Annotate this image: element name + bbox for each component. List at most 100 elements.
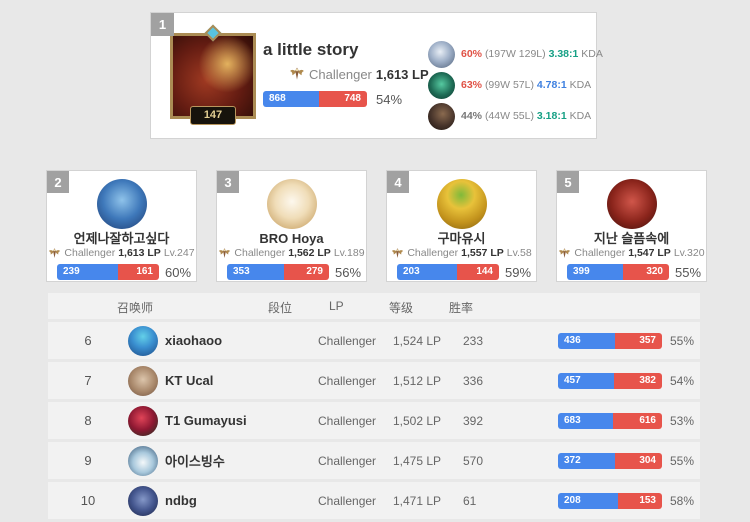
winrate-percent: 53% <box>670 413 695 428</box>
rank-badge: 4 <box>387 171 409 193</box>
table-row[interactable]: 6 xiaohaoo Challenger 1,524 LP 233 436 3… <box>48 322 700 359</box>
losses-bar-segment: 279 <box>284 264 329 280</box>
level-label: Lv.247 <box>163 247 195 259</box>
rank-number: 8 <box>84 413 92 428</box>
col-header-winrate: 胜率 <box>449 301 474 315</box>
lp-value: 1,562 LP <box>288 247 331 259</box>
kda-label: KDA <box>581 48 603 60</box>
player-card[interactable]: 5 지난 슬픔속에 Challenger 1,547 LP Lv.320 399… <box>556 170 707 282</box>
wins-bar-segment: 372 <box>558 452 616 469</box>
avatar-cell <box>128 445 165 476</box>
summoner-name[interactable]: T1 Gumayusi <box>165 413 247 428</box>
losses-count: 161 <box>136 266 153 277</box>
summoner-avatar[interactable] <box>128 485 158 516</box>
rank-badge: 5 <box>557 171 579 193</box>
summoner-avatar[interactable] <box>436 179 487 229</box>
summoner-avatar[interactable] <box>128 445 158 476</box>
wins-count: 208 <box>564 494 581 506</box>
losses-count: 304 <box>639 454 656 466</box>
rank-badge: 3 <box>217 171 239 193</box>
winloss-bar: 683 616 <box>558 412 662 429</box>
table-row[interactable]: 7 KT Ucal Challenger 1,512 LP 336 457 38… <box>48 362 700 399</box>
summoner-name[interactable]: 언제나잘하고싶다 <box>73 231 170 246</box>
player-card[interactable]: 2 언제나잘하고싶다 Challenger 1,613 LP Lv.247 23… <box>46 170 197 282</box>
losses-count: 616 <box>639 414 656 426</box>
wins-count: 203 <box>403 266 420 277</box>
champion-stat-text: 44% (44W 55L) 3.18:1 KDA <box>461 110 591 122</box>
champion-stat-row: 63% (99W 57L) 4.78:1 KDA <box>428 70 592 100</box>
player-card[interactable]: 4 구마유시 Challenger 1,557 LP Lv.58 203 144… <box>386 170 537 282</box>
table-row[interactable]: 9 아이스빙수 Challenger 1,475 LP 570 372 304 … <box>48 442 700 479</box>
summoner-name[interactable]: a little story <box>263 40 359 59</box>
winloss-bar: 372 304 <box>558 452 662 469</box>
tier-label: Challenger <box>574 247 626 259</box>
challenger-tier-icon <box>289 66 305 82</box>
level-label: Lv.189 <box>333 247 365 259</box>
tier-label: Challenger <box>64 247 116 259</box>
winloss-bar: 436 357 <box>558 332 662 349</box>
lp-cell: 1,524 LP <box>393 333 442 348</box>
lp-value: 1,557 LP <box>461 247 504 259</box>
champion-winrate: 44% <box>461 110 483 122</box>
summoner-avatar[interactable] <box>96 179 147 229</box>
player-card[interactable]: 3 BRO Hoya Challenger 1,562 LP Lv.189 35… <box>216 170 367 282</box>
lp-cell: 1,502 LP <box>393 413 442 428</box>
tier-line: Challenger 1,557 LP Lv.58 <box>387 247 536 260</box>
champion-kda-ratio: 4.78:1 <box>536 79 567 91</box>
summoner-name[interactable]: ndbg <box>165 493 197 508</box>
summoner-avatar[interactable]: 147 <box>170 24 256 125</box>
avatar-cell <box>128 365 165 396</box>
losses-bar-segment: 382 <box>614 372 662 389</box>
winrate-percent: 54% <box>376 91 403 107</box>
wins-bar-segment: 239 <box>57 264 119 280</box>
summoner-avatar[interactable] <box>606 179 657 229</box>
tier-cell: Challenger <box>318 493 377 508</box>
champion-record: (197W 129L) <box>484 48 546 60</box>
winrate-percent: 55% <box>670 453 695 468</box>
winrate-percent: 56% <box>335 264 362 280</box>
winloss-bar: 239 161 <box>57 264 159 280</box>
wins-bar-segment: 868 <box>263 91 320 107</box>
summoner-avatar[interactable] <box>128 325 158 356</box>
champion-stat-text: 63% (99W 57L) 4.78:1 KDA <box>461 79 591 91</box>
winrate-percent: 58% <box>670 493 695 508</box>
level-crest-gem-icon <box>204 24 222 42</box>
winrate-row: 353 279 56% <box>227 264 362 280</box>
losses-bar-segment: 161 <box>118 264 159 280</box>
champion-stat-row: 60% (197W 129L) 3.38:1 KDA <box>428 39 603 69</box>
summoner-avatar[interactable] <box>128 405 158 436</box>
champion-portrait-icon[interactable] <box>428 71 455 99</box>
level-cell: 392 <box>463 413 484 428</box>
summoner-name[interactable]: 구마유시 <box>437 231 486 246</box>
summoner-name[interactable]: 아이스빙수 <box>165 454 225 469</box>
tier-label: Challenger <box>407 247 459 259</box>
table-row[interactable]: 10 ndbg Challenger 1,471 LP 61 208 153 5… <box>48 482 700 519</box>
table-row[interactable]: 8 T1 Gumayusi Challenger 1,502 LP 392 68… <box>48 402 700 439</box>
top-player-card[interactable]: 1 147 a little story Challenger 1,613 LP… <box>150 12 603 139</box>
losses-bar-segment: 153 <box>618 492 662 509</box>
champion-portrait-icon[interactable] <box>428 102 455 130</box>
summoner-name[interactable]: 지난 슬픔속에 <box>593 231 670 246</box>
losses-bar-segment: 357 <box>615 332 662 349</box>
winrate-percent: 59% <box>505 264 532 280</box>
losses-bar-segment: 144 <box>457 264 499 280</box>
wins-bar-segment: 208 <box>558 492 619 509</box>
level-cell: 233 <box>463 333 484 348</box>
losses-count: 144 <box>476 266 493 277</box>
champion-winrate: 63% <box>461 79 483 91</box>
summoner-name[interactable]: KT Ucal <box>165 373 214 388</box>
champion-portrait-icon[interactable] <box>428 40 455 68</box>
summoner-name[interactable]: BRO Hoya <box>259 231 324 246</box>
champion-kda-ratio: 3.38:1 <box>548 48 579 60</box>
summoner-avatar[interactable] <box>266 179 317 229</box>
winloss-bar: 399 320 <box>567 264 669 280</box>
col-header-level: 等级 <box>389 301 414 315</box>
losses-count: 320 <box>646 266 663 277</box>
summoner-name[interactable]: xiaohaoo <box>165 333 223 348</box>
wins-count: 457 <box>564 374 581 386</box>
rank-number: 9 <box>84 453 92 468</box>
summoner-avatar[interactable] <box>128 365 158 396</box>
wins-count: 868 <box>269 93 286 104</box>
losses-count: 382 <box>639 374 656 386</box>
winrate-percent: 55% <box>675 264 702 280</box>
